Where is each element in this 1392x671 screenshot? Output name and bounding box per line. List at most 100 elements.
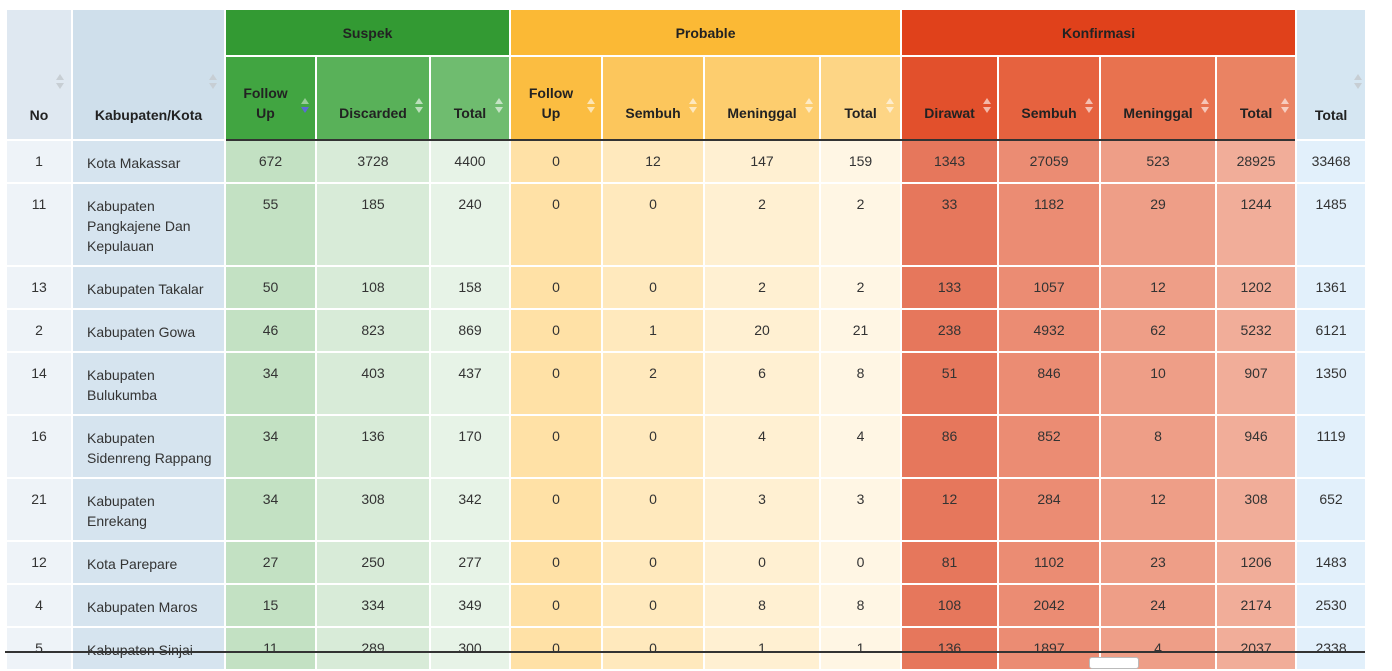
- cell-p-total: 1: [819, 626, 903, 671]
- cell-p-meninggal: 147: [703, 139, 822, 184]
- sort-icon: [688, 97, 698, 115]
- sort-icon: [586, 97, 596, 115]
- cell-k-sembuh: 1182: [997, 182, 1102, 267]
- header-probable-sembuh-label: Sembuh: [625, 105, 681, 121]
- cell-k-sembuh: 1057: [997, 265, 1102, 310]
- cell-total: 1350: [1295, 351, 1368, 416]
- cell-total: 1485: [1295, 182, 1368, 267]
- cell-p-total: 2: [819, 182, 903, 267]
- table-row: 5 Kabupaten Sinjai 11 289 300 0 0 1 1 136 1897 4 203…: [5, 626, 1368, 671]
- cell-s-disc: 823: [315, 308, 431, 353]
- header-no-label: No: [29, 107, 49, 123]
- table-row: 12 Kota Parepare 27 250 277 0 0 0 0 81 1102 23 1206 1…: [5, 540, 1368, 585]
- cell-p-total: 2: [819, 265, 903, 310]
- cell-no: 13: [5, 265, 73, 310]
- header-konfirmasi-meninggal[interactable]: Meninggal: [1099, 55, 1218, 141]
- header-suspek-follow-up[interactable]: Follow Up: [224, 55, 317, 141]
- header-probable-total-label: Total: [844, 105, 877, 121]
- cell-k-sembuh: 1102: [997, 540, 1102, 585]
- header-konfirmasi-sembuh-label: Sembuh: [1021, 105, 1077, 121]
- cell-no: 11: [5, 182, 73, 267]
- cell-s-follow: 672: [224, 139, 317, 184]
- covid-data-table: No Kabupaten/Kota Suspek Probable Konfir…: [5, 8, 1368, 671]
- cell-name: Kabupaten Pangkajene Dan Kepulauan: [71, 182, 226, 267]
- cell-s-follow: 34: [224, 414, 317, 479]
- cell-k-dirawat: 12: [900, 477, 1000, 542]
- header-suspek-follow-up-label: Follow Up: [243, 85, 288, 121]
- cell-p-sembuh: 12: [601, 139, 706, 184]
- cell-s-disc: 334: [315, 583, 431, 628]
- group-probable-label: Probable: [675, 24, 736, 41]
- cell-name: Kabupaten Sidenreng Rappang: [71, 414, 226, 479]
- header-probable-follow-up-label: Follow Up: [528, 85, 574, 121]
- cell-s-follow: 34: [224, 477, 317, 542]
- cell-p-sembuh: 0: [601, 626, 706, 671]
- cell-k-dirawat: 238: [900, 308, 1000, 353]
- cell-no: 12: [5, 540, 73, 585]
- cell-p-total: 4: [819, 414, 903, 479]
- header-konfirmasi-dirawat-label: Dirawat: [924, 105, 975, 121]
- table-row: 13 Kabupaten Takalar 50 108 158 0 0 2 2 133 1057 12…: [5, 265, 1368, 310]
- cell-p-sembuh: 0: [601, 265, 706, 310]
- cell-k-total: 1244: [1215, 182, 1298, 267]
- cell-p-follow: 0: [509, 139, 604, 184]
- group-probable: Probable: [509, 8, 903, 57]
- cell-p-sembuh: 0: [601, 182, 706, 267]
- table-row: 11 Kabupaten Pangkajene Dan Kepulauan 55 18…: [5, 182, 1368, 267]
- cell-s-total: 277: [428, 540, 512, 585]
- table-row: 21 Kabupaten Enrekang 34 308 342 0 0 3 3 12 284 12 3…: [5, 477, 1368, 542]
- header-probable-total[interactable]: Total: [819, 55, 903, 141]
- page-length-select[interactable]: [1089, 657, 1139, 669]
- cell-k-total: 308: [1215, 477, 1298, 542]
- cell-total: 33468: [1295, 139, 1368, 184]
- header-konfirmasi-dirawat[interactable]: Dirawat: [900, 55, 1000, 141]
- cell-no: 5: [5, 626, 73, 671]
- cell-k-dirawat: 33: [900, 182, 1000, 267]
- cell-p-meninggal: 4: [703, 414, 822, 479]
- cell-k-total: 2174: [1215, 583, 1298, 628]
- header-konfirmasi-total[interactable]: Total: [1215, 55, 1298, 141]
- header-total[interactable]: Total: [1295, 8, 1368, 141]
- header-suspek-total[interactable]: Total: [428, 55, 512, 141]
- header-probable-sembuh[interactable]: Sembuh: [601, 55, 706, 141]
- cell-k-meninggal: 8: [1099, 414, 1218, 479]
- header-kabupaten[interactable]: Kabupaten/Kota: [71, 8, 226, 141]
- group-konfirmasi-label: Konfirmasi: [1061, 24, 1136, 41]
- cell-k-sembuh: 846: [997, 351, 1102, 416]
- cell-k-dirawat: 133: [900, 265, 1000, 310]
- cell-p-follow: 0: [509, 583, 604, 628]
- cell-k-sembuh: 27059: [997, 139, 1102, 184]
- cell-no: 14: [5, 351, 73, 416]
- header-no[interactable]: No: [5, 8, 73, 141]
- cell-k-meninggal: 12: [1099, 477, 1218, 542]
- header-total-label: Total: [1314, 107, 1348, 123]
- cell-p-sembuh: 1: [601, 308, 706, 353]
- cell-p-meninggal: 6: [703, 351, 822, 416]
- header-probable-meninggal[interactable]: Meninggal: [703, 55, 822, 141]
- cell-s-total: 240: [428, 182, 512, 267]
- group-suspek: Suspek: [223, 8, 512, 57]
- sort-icon: [804, 97, 814, 115]
- cell-total: 6121: [1295, 308, 1368, 353]
- table-row: 4 Kabupaten Maros 15 334 349 0 0 8 8 108 2042 24 217…: [5, 583, 1368, 628]
- cell-p-meninggal: 0: [703, 540, 822, 585]
- cell-s-disc: 136: [315, 414, 431, 479]
- cell-p-meninggal: 3: [703, 477, 822, 542]
- table-body: 1 Kota Makassar 672 3728 4400 0 12 147 159 1343 27…: [5, 139, 1368, 671]
- cell-s-total: 170: [428, 414, 512, 479]
- cell-name: Kota Makassar: [71, 139, 226, 184]
- cell-name: Kabupaten Gowa: [71, 308, 226, 353]
- cell-k-dirawat: 86: [900, 414, 1000, 479]
- cell-s-disc: 308: [315, 477, 431, 542]
- sort-icon: [982, 97, 992, 115]
- header-suspek-discarded[interactable]: Discarded: [315, 55, 431, 141]
- header-probable-follow-up[interactable]: Follow Up: [509, 55, 604, 141]
- cell-p-follow: 0: [509, 540, 604, 585]
- cell-p-sembuh: 0: [601, 540, 706, 585]
- header-konfirmasi-sembuh[interactable]: Sembuh: [997, 55, 1102, 141]
- cell-no: 16: [5, 414, 73, 479]
- cell-k-meninggal: 12: [1099, 265, 1218, 310]
- cell-k-sembuh: 2042: [997, 583, 1102, 628]
- cell-k-dirawat: 51: [900, 351, 1000, 416]
- sort-icon: [414, 97, 424, 115]
